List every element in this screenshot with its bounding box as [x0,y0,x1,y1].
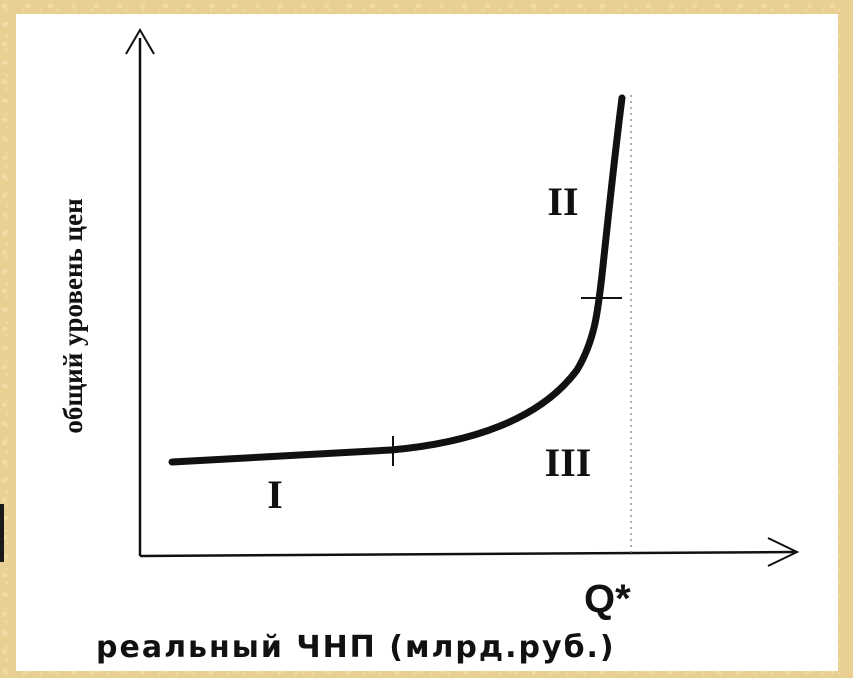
x-axis-arrow [767,537,800,567]
x-axis [139,550,796,558]
x-axis-title: реальный ЧНП (млрд.руб.) [96,630,616,665]
region-label-III: III [545,440,592,485]
edge-mark [0,504,4,562]
supply-curve [168,94,626,466]
y-axis-title: общий уровень цен [58,198,88,433]
region-label-II: II [547,179,578,224]
full-capacity-label: Q* [584,577,631,621]
region-label-I: I [267,472,283,517]
diagram-panel [16,14,838,671]
y-axis-arrow [125,28,155,55]
